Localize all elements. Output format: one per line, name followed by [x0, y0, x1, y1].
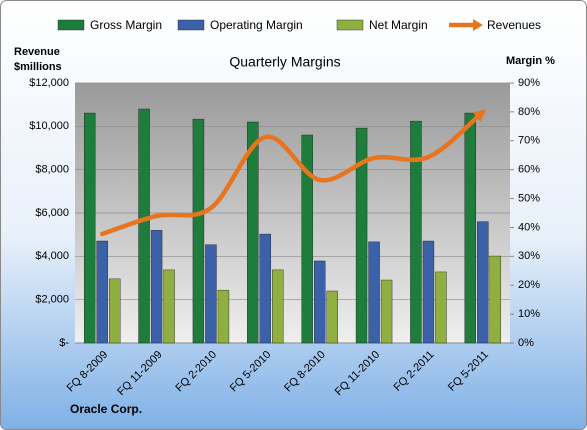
legend-label: Revenues [487, 18, 541, 32]
bar [464, 112, 477, 344]
legend-swatch [473, 19, 483, 31]
bar [368, 241, 380, 344]
bar [380, 279, 393, 344]
legend-swatch [336, 19, 364, 31]
y2-tick-label: 70% [518, 135, 540, 147]
chart-title: Quarterly Margins [229, 54, 340, 70]
y2-tick-label: 90% [518, 77, 540, 89]
y-tick-label: $10,000 [29, 120, 69, 132]
y-axis-title: Revenue [14, 46, 60, 58]
y-tick-label: $6,000 [35, 207, 69, 219]
y2-tick-label: 30% [518, 250, 540, 262]
bar [205, 244, 217, 344]
line [99, 109, 486, 237]
y2-tick-label: 80% [518, 106, 540, 118]
bar [247, 121, 259, 344]
bar [108, 278, 121, 344]
bar [313, 260, 326, 344]
legend-label: Operating Margin [210, 18, 303, 32]
bar [192, 118, 205, 344]
legend-label: Net Margin [369, 18, 428, 32]
bar [489, 255, 502, 344]
y-tick-label: $4,000 [35, 250, 69, 262]
y2-tick-label: 0% [518, 337, 534, 349]
bar [435, 271, 447, 344]
y2-tick-label: 60% [518, 164, 540, 176]
y2-axis-title: Margin % [506, 55, 555, 67]
line-arrow [472, 109, 486, 122]
y-tick-label: $2,000 [35, 294, 69, 306]
y-tick-label: $12,000 [29, 77, 69, 89]
y-tick-label: $- [59, 337, 69, 349]
footer: Oracle Corp. [70, 402, 142, 416]
y-tick-label: $8,000 [35, 164, 69, 176]
bar [83, 112, 96, 344]
y2-tick-label: 20% [518, 279, 540, 291]
bar [259, 233, 272, 344]
legend-label: Gross Margin [90, 18, 162, 32]
y2-tick-label: 10% [518, 308, 540, 320]
bar [217, 289, 230, 344]
bar [163, 269, 175, 344]
bar [150, 230, 163, 344]
legend-swatch [177, 19, 205, 31]
bar [477, 221, 489, 344]
bar [96, 240, 108, 344]
y2-tick-label: 40% [518, 221, 540, 233]
y-axis-title: $millions [14, 61, 62, 73]
bar [410, 120, 422, 344]
bar [138, 108, 150, 344]
bar [422, 240, 435, 344]
bar [272, 269, 284, 344]
bar [301, 134, 313, 344]
bar [355, 127, 368, 344]
y2-tick-label: 50% [518, 192, 540, 204]
bar [326, 290, 338, 344]
legend-swatch [57, 19, 85, 31]
